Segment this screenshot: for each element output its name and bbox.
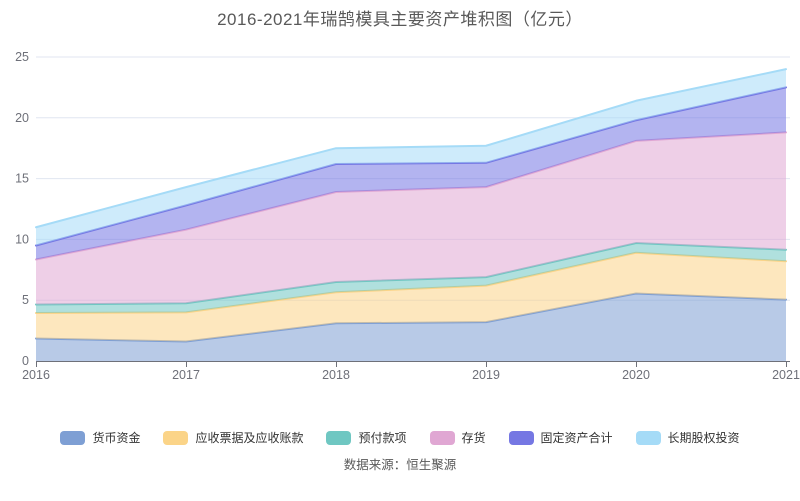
legend-swatch bbox=[429, 430, 455, 445]
x-axis-label: 2018 bbox=[322, 368, 350, 382]
legend-item-2[interactable]: 预付款项 bbox=[326, 429, 407, 446]
y-axis-label: 5 bbox=[22, 293, 29, 307]
legend-item-3[interactable]: 存货 bbox=[429, 429, 486, 446]
chart-title: 2016-2021年瑞鹄模具主要资产堆积图（亿元） bbox=[217, 10, 583, 29]
area-series-0[interactable] bbox=[36, 293, 786, 361]
legend-label: 存货 bbox=[461, 431, 486, 445]
x-axis-label: 2017 bbox=[172, 368, 200, 382]
legend-item-0[interactable]: 货币资金 bbox=[60, 429, 140, 446]
area-series-4[interactable] bbox=[36, 87, 786, 260]
legend-swatch bbox=[508, 430, 534, 445]
y-axis-label: 10 bbox=[15, 232, 29, 246]
area-series-3[interactable] bbox=[36, 132, 786, 305]
area-series-2[interactable] bbox=[36, 243, 786, 313]
chart-legend: 货币资金 应收票据及应收账款 预付款项 存货 固定资产合计 长期股权投资 bbox=[0, 429, 800, 446]
y-axis-label: 0 bbox=[22, 354, 29, 368]
x-axis-label: 2019 bbox=[472, 368, 500, 382]
legend-item-4[interactable]: 固定资产合计 bbox=[508, 429, 613, 446]
legend-label: 固定资产合计 bbox=[540, 431, 613, 445]
legend-swatch bbox=[60, 430, 86, 445]
x-axis-label: 2021 bbox=[772, 368, 800, 382]
area-series-1[interactable] bbox=[36, 252, 786, 342]
y-axis-label: 25 bbox=[15, 50, 29, 64]
legend-swatch bbox=[326, 430, 352, 445]
legend-swatch bbox=[163, 430, 189, 445]
legend-swatch bbox=[635, 430, 661, 445]
legend-label: 货币资金 bbox=[92, 431, 141, 445]
legend-label: 长期股权投资 bbox=[667, 431, 740, 445]
stacked-area-chart: 2016 2017 2018 2019 2020 2021 0 5 10 15 20 25 bbox=[15, 50, 800, 382]
x-axis-label: 2020 bbox=[622, 368, 650, 382]
series-line-5 bbox=[35, 68, 787, 229]
y-axis-label: 15 bbox=[15, 172, 29, 186]
legend-label: 预付款项 bbox=[358, 431, 407, 445]
y-axis-label: 20 bbox=[15, 111, 29, 125]
x-axis-label: 2016 bbox=[22, 368, 50, 382]
legend-label: 应收票据及应收账款 bbox=[195, 431, 304, 445]
area-series-5[interactable] bbox=[36, 69, 786, 246]
legend-item-5[interactable]: 长期股权投资 bbox=[635, 429, 740, 446]
legend-item-1[interactable]: 应收票据及应收账款 bbox=[163, 429, 303, 446]
data-source-label: 数据来源：恒生聚源 bbox=[343, 458, 457, 472]
